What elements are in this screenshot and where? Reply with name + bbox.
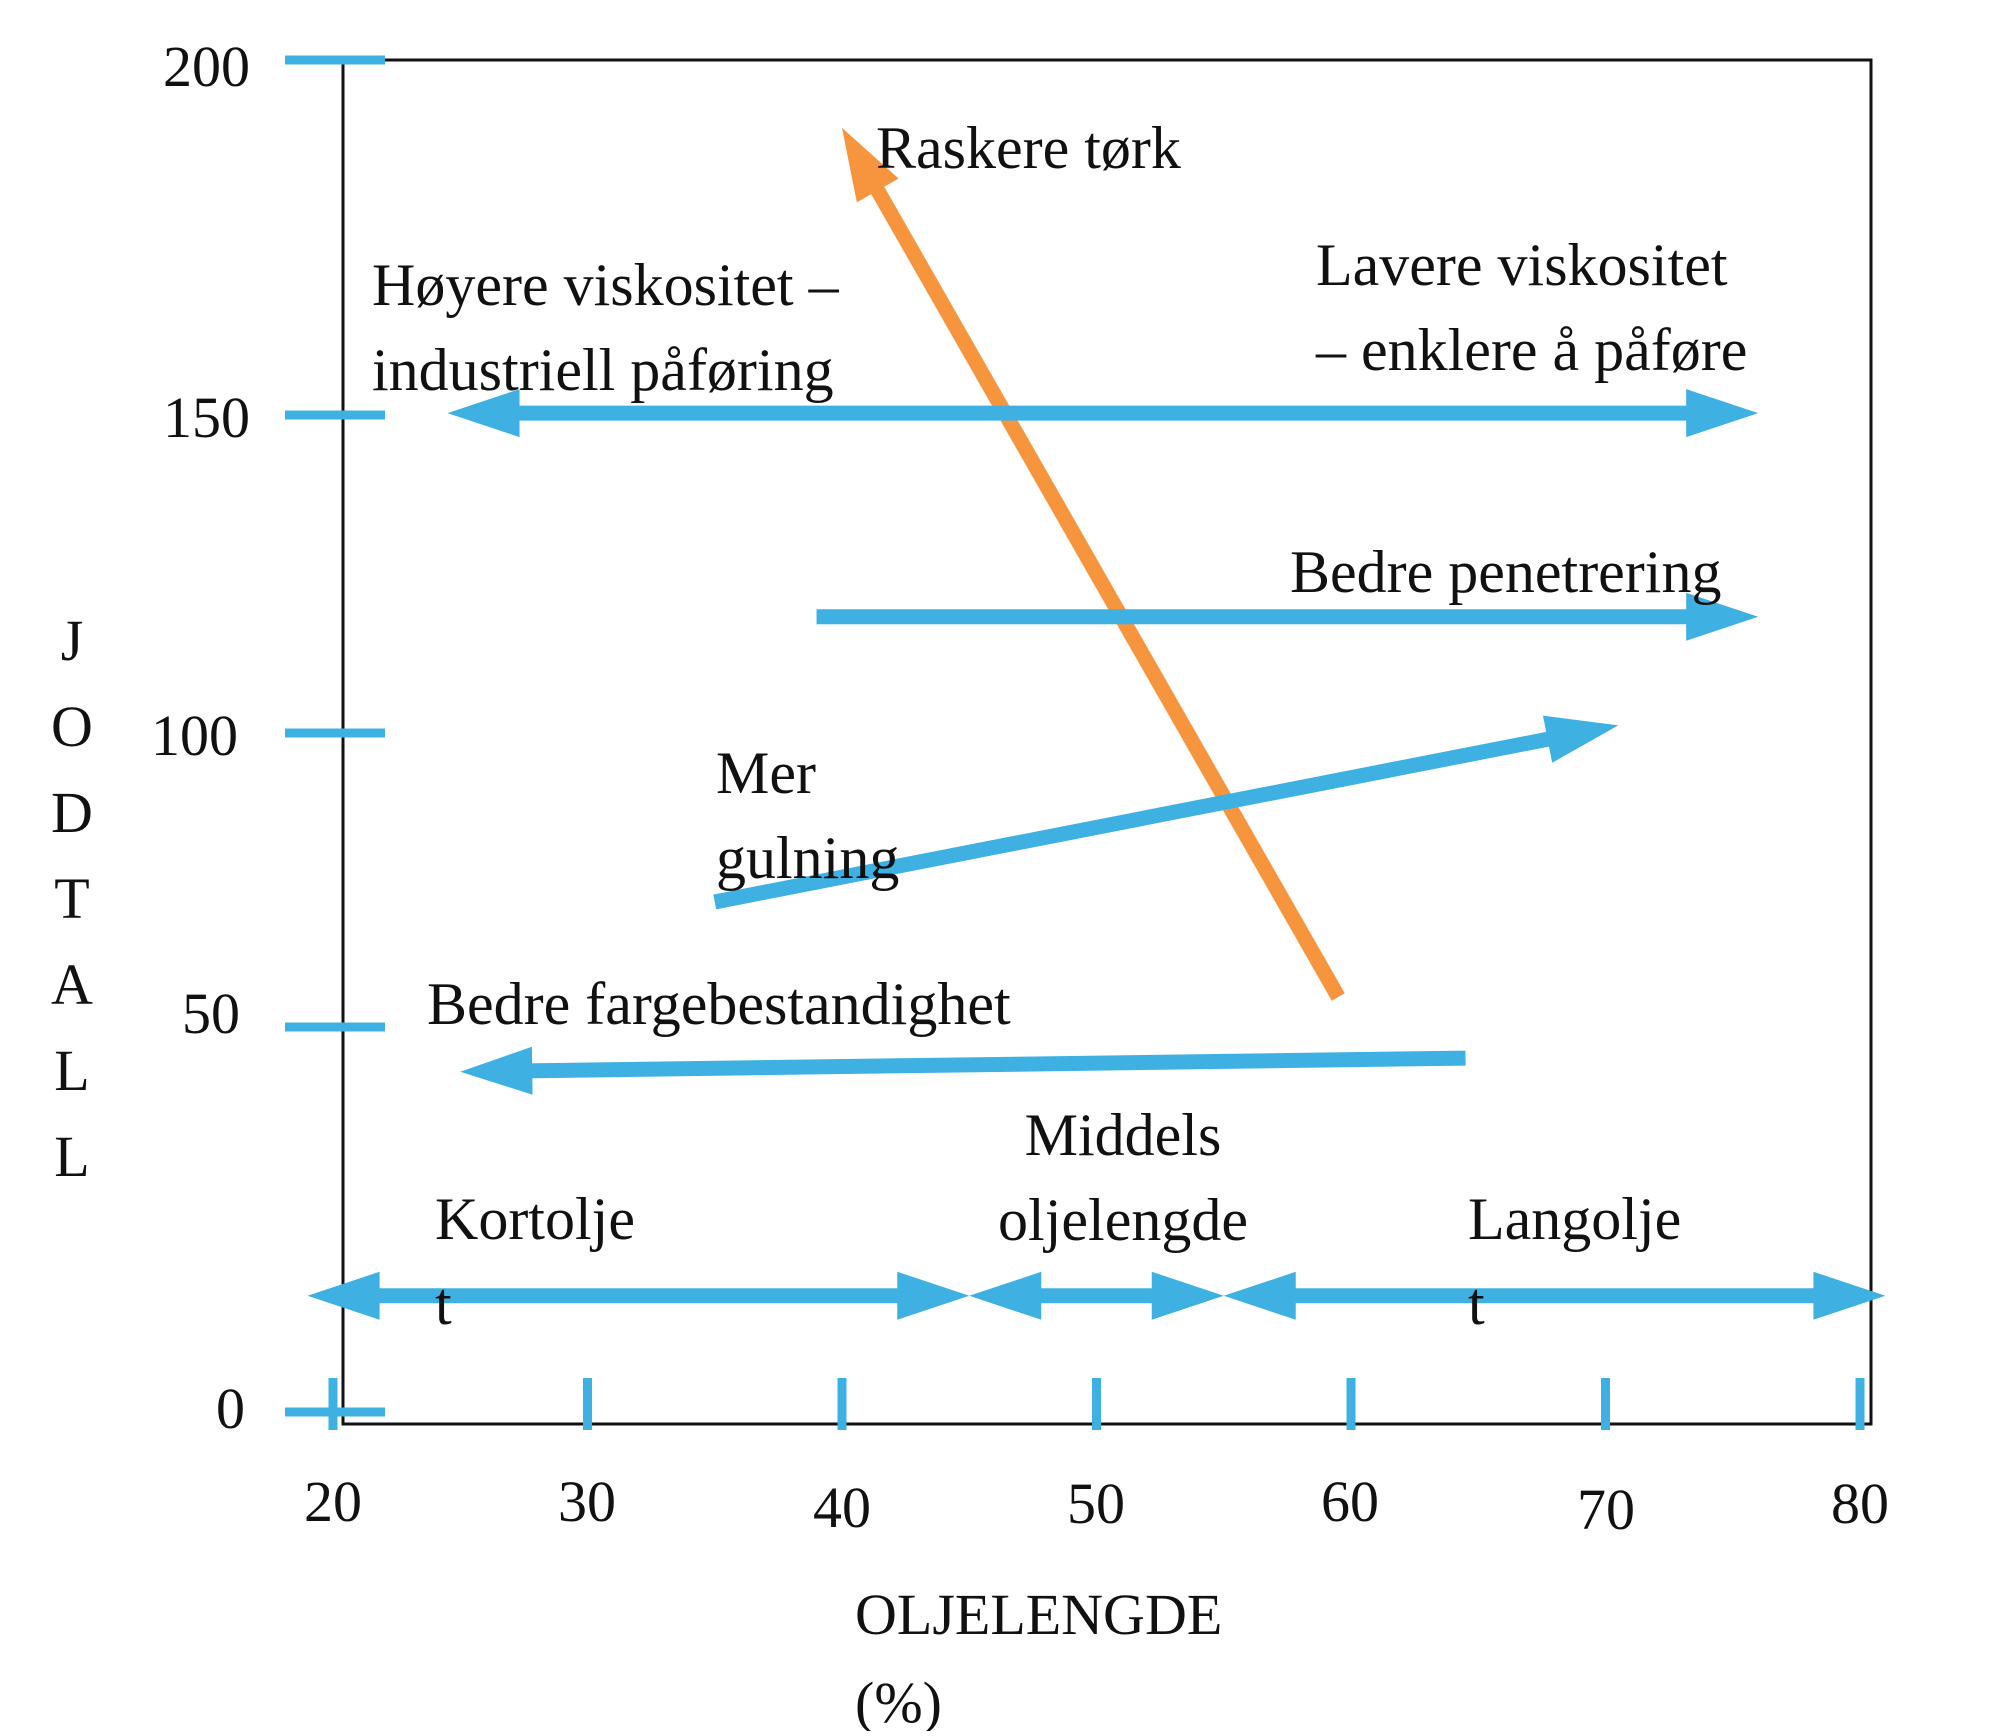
arrow-raskere-tork-shaft [855, 158, 1345, 1001]
arrow-kortolje-head-start [307, 1271, 380, 1320]
arrow-gulning-head-end [1542, 715, 1619, 763]
arrow-langolje-head-end [1813, 1271, 1886, 1320]
y-axis-title-letter: L [54, 1038, 89, 1103]
x-tick-label-30: 30 [558, 1469, 616, 1534]
y-axis-title-letter: A [51, 952, 93, 1017]
label-kortolje-line1: Kortolje [435, 1186, 635, 1252]
x-tick-label-50: 50 [1067, 1471, 1125, 1536]
label-langolje-line2: t [1468, 1271, 1485, 1337]
label-middels-oljelengde-line2: oljelengde [998, 1187, 1248, 1253]
y-axis-title-letter: O [51, 694, 93, 759]
x-tick-label-80: 80 [1831, 1471, 1889, 1536]
x-axis-title: OLJELENGDE [855, 1582, 1222, 1647]
arrow-viskositet-head-end [1686, 389, 1759, 438]
y-tick-label-200: 200 [163, 34, 250, 99]
arrow-middels-head-start [969, 1271, 1042, 1320]
label-lavere-viskositet-line1: Lavere viskositet [1316, 232, 1728, 298]
label-raskere-tork: Raskere tørk [876, 115, 1181, 181]
label-mer-gulning-line2: gulning [716, 825, 899, 891]
arrow-middels-head-end [1151, 1271, 1224, 1320]
arrow-gulning-shaft [713, 725, 1581, 910]
arrow-raskere-tork-head-end [842, 127, 899, 203]
label-hoyere-viskositet-line1: Høyere viskositet – [372, 252, 840, 318]
arrows-layer [307, 127, 1886, 1320]
y-tick-labels: 200 150 100 50 0 [151, 34, 250, 1441]
x-tick-label-20: 20 [304, 1469, 362, 1534]
arrow-kortolje-head-end [897, 1271, 970, 1320]
tick-marks [285, 55, 1865, 1430]
plot-frame [341, 58, 1873, 1426]
label-kortolje-line2: t [435, 1271, 452, 1337]
y-tick-label-150: 150 [163, 385, 250, 450]
x-axis-title-unit: (%) [855, 1670, 942, 1731]
label-bedre-fargebestandighet: Bedre fargebestandighet [427, 971, 1011, 1037]
arrow-fargebestandighet-head-end [460, 1046, 533, 1095]
y-tick-label-0: 0 [216, 1376, 245, 1441]
y-axis-title-letter: D [51, 780, 93, 845]
label-hoyere-viskositet-line2: industriell påføring [372, 337, 834, 403]
annotations: Raskere tørk Høyere viskositet – industr… [372, 115, 1747, 1337]
label-lavere-viskositet-line2: – enklere å påføre [1315, 317, 1747, 383]
x-tick-labels: 20 30 40 50 60 70 80 [304, 1469, 1889, 1542]
arrow-langolje-head-start [1223, 1271, 1296, 1320]
x-tick-label-60: 60 [1321, 1469, 1379, 1534]
y-axis-title-letter: T [54, 866, 89, 931]
label-langolje-line1: Langolje [1468, 1186, 1681, 1252]
x-tick-label-70: 70 [1577, 1477, 1635, 1542]
label-bedre-penetrering: Bedre penetrering [1290, 539, 1721, 605]
x-tick-label-40: 40 [813, 1475, 871, 1540]
label-middels-oljelengde-line1: Middels [1025, 1102, 1222, 1168]
arrow-fargebestandighet-shaft [500, 1050, 1466, 1079]
y-axis-title-letter: J [61, 608, 84, 673]
arrow-viskositet-head-start [447, 389, 520, 438]
label-mer-gulning-line1: Mer [716, 740, 816, 806]
arrow-penetrering-head-end [1686, 592, 1759, 641]
y-tick-label-100: 100 [151, 703, 238, 768]
y-axis-title-letter: L [54, 1124, 89, 1189]
y-tick-label-50: 50 [182, 981, 240, 1046]
